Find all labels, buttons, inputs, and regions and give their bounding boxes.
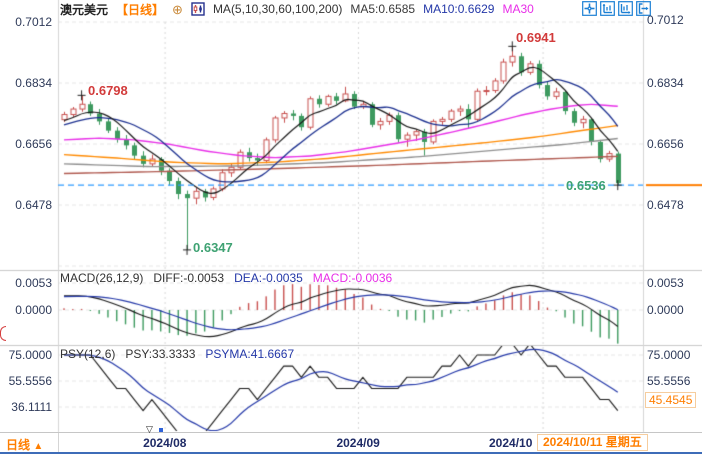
price-axis-label: 0.6478: [15, 198, 52, 212]
crosshair-icon[interactable]: [582, 1, 597, 16]
exit-chart-icon[interactable]: [636, 1, 651, 16]
psy-title[interactable]: PSY(12,6): [60, 347, 116, 361]
month-label: 2024/08: [143, 436, 187, 450]
psy-value: PSY:33.3333: [125, 347, 196, 361]
psy-axis-label: 36.1111: [11, 400, 52, 414]
price-axis-label: 0.6478: [647, 198, 684, 212]
chart-toolbar: [582, 1, 651, 16]
macd-axis-label: 0.0053: [15, 276, 52, 290]
psy-axis-label: 55.5556: [8, 374, 52, 388]
high-price-annotation: 0.6941: [516, 30, 556, 45]
divider: [58, 433, 59, 452]
current-price-annotation: 0.6536: [566, 178, 606, 193]
event-marker-dot: [159, 428, 163, 432]
zoom-axis-y-icon[interactable]: [600, 1, 615, 16]
psy-axis-label: 75.0000: [647, 348, 691, 362]
macd-axis-label: 0.0053: [647, 276, 684, 290]
macd-axis-label: 0.0000: [15, 303, 52, 317]
price-axis-label: 0.6656: [647, 137, 684, 151]
psyma-axis-tag: 45.4545: [645, 392, 697, 408]
psy-header: PSY(12,6) PSY:33.3333 PSYMA:41.6667: [60, 347, 294, 361]
add-indicator-icon[interactable]: ⊕: [172, 1, 183, 17]
macd-title[interactable]: MACD(26,12,9): [60, 271, 144, 285]
zoom-axis-x-icon[interactable]: [618, 1, 633, 16]
macd-header: MACD(26,12,9) DIFF:-0.0053 DEA:-0.0035 M…: [60, 271, 392, 285]
ma30-label: MA30: [502, 2, 534, 16]
period-selector[interactable]: 日线 ▲: [6, 438, 44, 452]
psyma-value: PSYMA:41.6667: [205, 347, 295, 361]
psy-axis-label: 55.5556: [647, 374, 691, 388]
macd-diff-value: DIFF:-0.0053: [153, 271, 225, 285]
time-axis: 日线 ▲ 2024/08 2024/09 2024/10 2024/10/11 星期…: [0, 432, 702, 452]
low-price-annotation: 0.6347: [193, 240, 233, 255]
price-axis-label: 0.6834: [15, 76, 52, 90]
psy-axis-label: 75.0000: [8, 348, 52, 362]
macd-dea-value: DEA:-0.0035: [234, 271, 303, 285]
ma10-value: MA10:0.6629: [423, 2, 495, 16]
period-tag: 【日线】: [116, 2, 165, 17]
chart-header: 澳元美元 【日线】 ⊕ MA(5,10,30,60,100,200) MA5:0…: [60, 1, 534, 17]
window-bottom-edge: [0, 452, 702, 454]
symbol-name: 澳元美元: [60, 2, 109, 17]
price-axis-label: 0.6656: [15, 137, 52, 151]
price-axis-label: 0.6834: [647, 76, 684, 90]
macd-histogram-value: MACD:-0.0036: [312, 271, 393, 285]
high-price-annotation: 0.6798: [88, 83, 128, 98]
chevron-up-icon: ▲: [33, 441, 44, 452]
candlestick-chart-icon[interactable]: [191, 2, 205, 16]
ma5-value: MA5:0.6585: [350, 2, 416, 16]
panel-collapse-handle[interactable]: [0, 326, 6, 341]
price-axis-label: 0.7012: [647, 13, 684, 27]
macd-axis-label: 0.0000: [647, 303, 684, 317]
price-axis-label: 0.7012: [15, 15, 52, 29]
event-marker-icon[interactable]: ▽: [146, 424, 153, 434]
month-label: 2024/10: [489, 436, 533, 450]
current-date-label: 2024/10/11 星期五: [537, 434, 648, 451]
ma-settings-label[interactable]: MA(5,10,30,60,100,200): [212, 2, 343, 16]
month-label: 2024/09: [336, 436, 380, 450]
